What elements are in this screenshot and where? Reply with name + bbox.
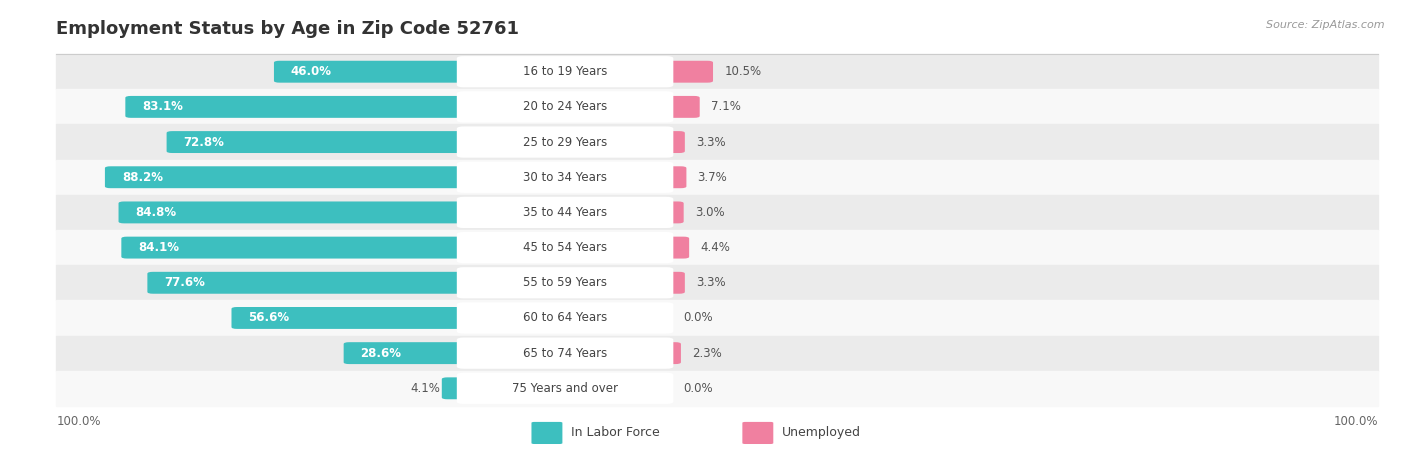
Bar xyxy=(56,300,1378,336)
FancyBboxPatch shape xyxy=(531,422,562,444)
FancyBboxPatch shape xyxy=(742,422,773,444)
Bar xyxy=(56,124,1378,160)
Bar xyxy=(56,371,1378,406)
FancyBboxPatch shape xyxy=(661,202,683,223)
FancyBboxPatch shape xyxy=(457,126,673,158)
Text: 3.3%: 3.3% xyxy=(696,276,725,289)
Bar xyxy=(56,54,1378,89)
Text: 75 Years and over: 75 Years and over xyxy=(512,382,619,395)
FancyBboxPatch shape xyxy=(274,61,470,83)
FancyBboxPatch shape xyxy=(166,131,470,153)
FancyBboxPatch shape xyxy=(457,373,673,404)
FancyBboxPatch shape xyxy=(661,377,672,399)
Bar xyxy=(56,230,1378,265)
Bar xyxy=(56,336,1378,371)
Text: 2.3%: 2.3% xyxy=(692,347,721,359)
Bar xyxy=(56,160,1378,195)
FancyBboxPatch shape xyxy=(105,166,470,188)
Text: Unemployed: Unemployed xyxy=(782,427,860,439)
Text: 3.3%: 3.3% xyxy=(696,136,725,148)
FancyBboxPatch shape xyxy=(661,131,685,153)
Text: 45 to 54 Years: 45 to 54 Years xyxy=(523,241,607,254)
Text: 56.6%: 56.6% xyxy=(249,312,290,324)
Text: Employment Status by Age in Zip Code 52761: Employment Status by Age in Zip Code 527… xyxy=(56,20,519,38)
FancyBboxPatch shape xyxy=(661,237,689,258)
Text: 84.8%: 84.8% xyxy=(135,206,177,219)
FancyBboxPatch shape xyxy=(343,342,470,364)
Text: 72.8%: 72.8% xyxy=(183,136,225,148)
Text: In Labor Force: In Labor Force xyxy=(571,427,659,439)
FancyBboxPatch shape xyxy=(125,96,470,118)
Text: Source: ZipAtlas.com: Source: ZipAtlas.com xyxy=(1267,20,1385,30)
Text: 84.1%: 84.1% xyxy=(138,241,179,254)
Text: 28.6%: 28.6% xyxy=(360,347,402,359)
FancyBboxPatch shape xyxy=(457,232,673,263)
FancyBboxPatch shape xyxy=(661,96,700,118)
Text: 0.0%: 0.0% xyxy=(683,312,713,324)
FancyBboxPatch shape xyxy=(441,377,470,399)
Text: 16 to 19 Years: 16 to 19 Years xyxy=(523,65,607,78)
FancyBboxPatch shape xyxy=(457,197,673,228)
Text: 3.0%: 3.0% xyxy=(695,206,724,219)
Bar xyxy=(56,195,1378,230)
Text: 100.0%: 100.0% xyxy=(1333,415,1378,428)
FancyBboxPatch shape xyxy=(457,161,673,193)
FancyBboxPatch shape xyxy=(148,272,470,294)
FancyBboxPatch shape xyxy=(121,237,470,258)
Text: 0.0%: 0.0% xyxy=(683,382,713,395)
FancyBboxPatch shape xyxy=(661,61,713,83)
Text: 65 to 74 Years: 65 to 74 Years xyxy=(523,347,607,359)
Text: 35 to 44 Years: 35 to 44 Years xyxy=(523,206,607,219)
FancyBboxPatch shape xyxy=(457,337,673,369)
Bar xyxy=(56,265,1378,300)
FancyBboxPatch shape xyxy=(457,91,673,123)
Text: 88.2%: 88.2% xyxy=(122,171,163,184)
Text: 3.7%: 3.7% xyxy=(697,171,727,184)
FancyBboxPatch shape xyxy=(661,307,672,329)
Text: 46.0%: 46.0% xyxy=(291,65,332,78)
FancyBboxPatch shape xyxy=(661,166,686,188)
Text: 7.1%: 7.1% xyxy=(711,101,741,113)
Text: 25 to 29 Years: 25 to 29 Years xyxy=(523,136,607,148)
Text: 100.0%: 100.0% xyxy=(56,415,101,428)
Text: 20 to 24 Years: 20 to 24 Years xyxy=(523,101,607,113)
FancyBboxPatch shape xyxy=(457,302,673,334)
FancyBboxPatch shape xyxy=(661,272,685,294)
Bar xyxy=(56,89,1378,124)
Text: 4.1%: 4.1% xyxy=(411,382,440,395)
Text: 60 to 64 Years: 60 to 64 Years xyxy=(523,312,607,324)
FancyBboxPatch shape xyxy=(232,307,470,329)
Text: 30 to 34 Years: 30 to 34 Years xyxy=(523,171,607,184)
Text: 83.1%: 83.1% xyxy=(142,101,183,113)
Text: 4.4%: 4.4% xyxy=(700,241,730,254)
FancyBboxPatch shape xyxy=(457,56,673,87)
FancyBboxPatch shape xyxy=(118,202,470,223)
FancyBboxPatch shape xyxy=(457,267,673,299)
FancyBboxPatch shape xyxy=(661,342,681,364)
Text: 77.6%: 77.6% xyxy=(165,276,205,289)
Text: 55 to 59 Years: 55 to 59 Years xyxy=(523,276,607,289)
Text: 10.5%: 10.5% xyxy=(724,65,762,78)
